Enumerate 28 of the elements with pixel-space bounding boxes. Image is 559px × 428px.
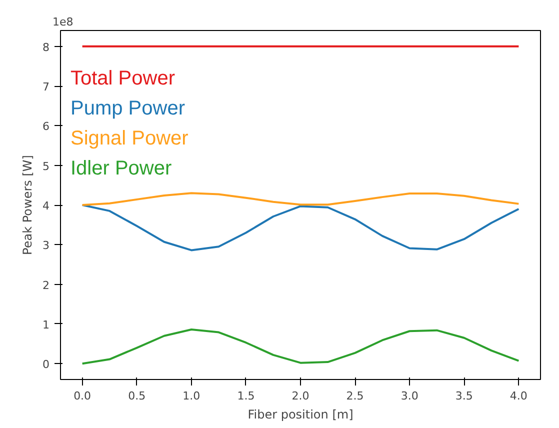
x-tick-label: 0.0 <box>74 390 92 402</box>
line-series <box>81 328 520 365</box>
x-tick-label: 4.0 <box>510 390 528 402</box>
y-tick-label: 0 <box>42 358 50 372</box>
y-tick-label: 4 <box>42 200 50 212</box>
x-tick-label: 1.0 <box>182 390 200 402</box>
y-tick-label: 1 <box>42 318 50 332</box>
text: 1e8 <box>52 16 74 28</box>
x-axis-title: Fiber position [m] <box>248 408 354 422</box>
line-series <box>81 192 520 206</box>
text: Signal Power <box>70 128 189 150</box>
text: Pump Power <box>70 98 186 120</box>
y-tick-label: 2 <box>42 278 50 292</box>
text: Idler Power <box>70 158 172 180</box>
x-tick-label: 0.5 <box>128 390 146 402</box>
y-tick-label: 3 <box>42 239 50 252</box>
x-tick-label: 3.5 <box>455 390 473 402</box>
y-tick-label: 7 <box>42 80 50 94</box>
x-tick-label: 1.5 <box>237 390 255 402</box>
x-tick-label: 2.5 <box>346 390 364 402</box>
y-tick-label: 8 <box>42 40 50 54</box>
y-tick-label: 6 <box>42 120 50 134</box>
y-tick-label: 5 <box>42 160 50 173</box>
line-series <box>81 204 520 252</box>
x-tick-label: 2.0 <box>292 390 310 402</box>
x-tick-label: 3.0 <box>400 390 418 402</box>
y-axis-title: Peak Powers [W] <box>20 155 34 255</box>
series-label: Total Power <box>70 68 176 90</box>
